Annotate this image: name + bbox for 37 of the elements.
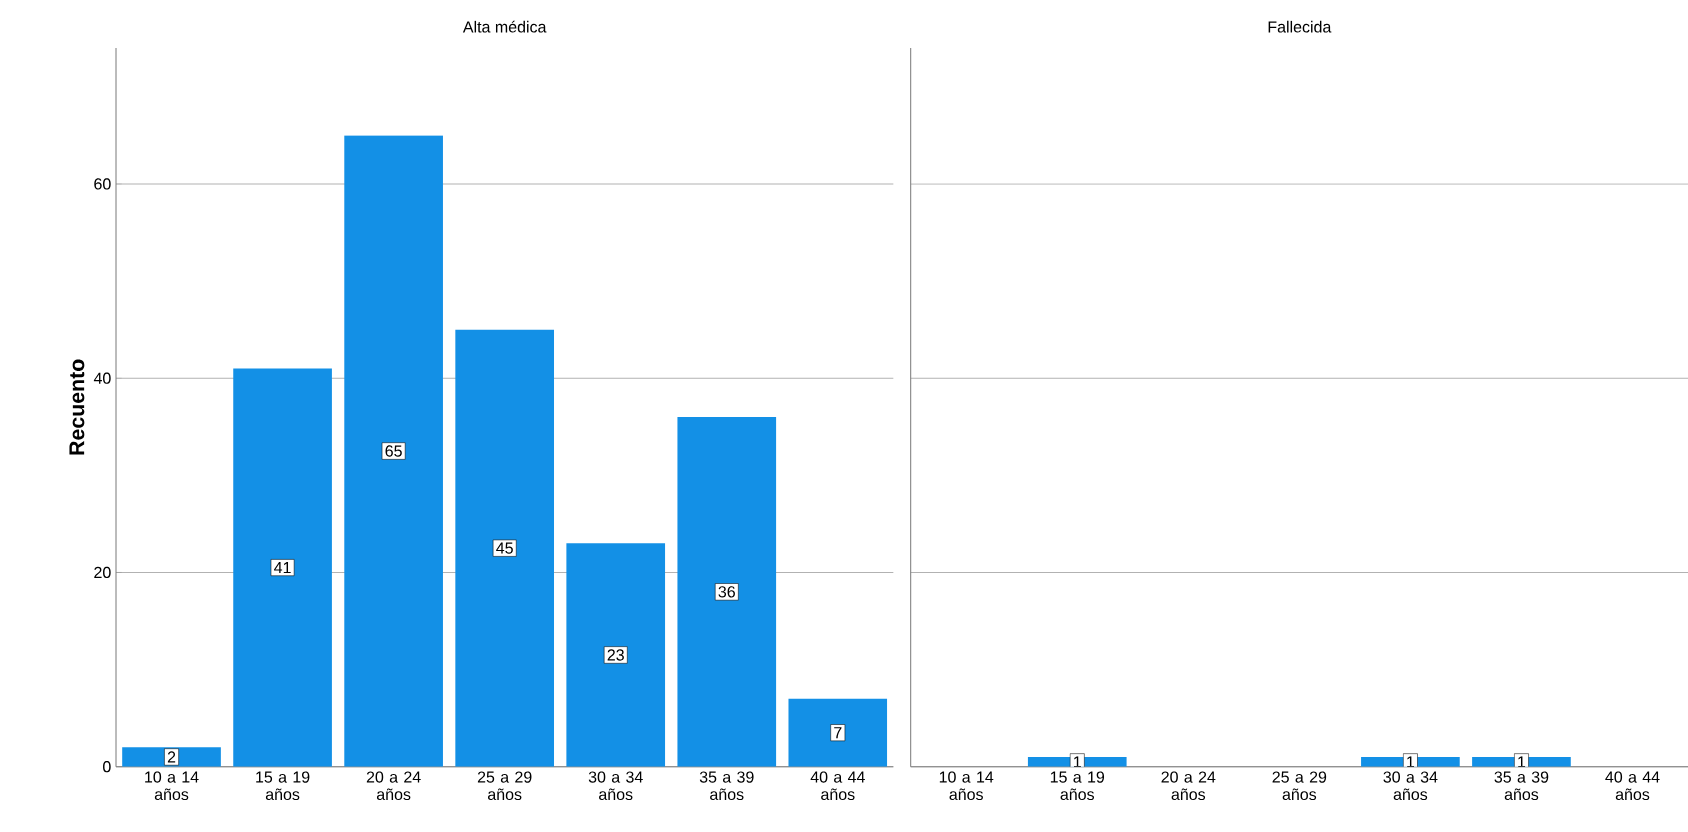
x-tick-label: 15 a 19 años	[1050, 771, 1105, 801]
bar	[677, 417, 777, 767]
y-tick-label: 40	[93, 372, 111, 384]
data-label: 1	[1518, 756, 1526, 768]
y-axis-title: Recuento	[69, 359, 85, 455]
x-tick-label: 15 a 19 años	[256, 771, 310, 801]
bar	[566, 543, 666, 767]
y-tick-label: 0	[103, 761, 111, 773]
data-label: 2	[167, 751, 176, 763]
bar	[344, 135, 443, 767]
x-tick-label: 10 a 14 años	[145, 771, 199, 801]
x-tick-label: 30 a 34 años	[588, 771, 643, 801]
x-tick-label: 10 a 14 años	[939, 771, 994, 801]
bar	[233, 368, 332, 767]
x-tick-label: 40 a 44 años	[1605, 771, 1660, 801]
x-tick-label: 35 a 39 años	[699, 771, 754, 801]
x-tick-label: 30 a 34 años	[1383, 771, 1438, 801]
bar	[455, 329, 555, 767]
data-label: 1	[1407, 756, 1415, 768]
x-tick-label: 40 a 44 años	[810, 771, 865, 801]
data-label: 1	[1074, 756, 1081, 768]
data-label: 41	[274, 562, 291, 574]
x-tick-label: 25 a 29 años	[477, 771, 532, 801]
chart-title: Alta médica	[462, 20, 547, 33]
data-label: 45	[496, 542, 513, 554]
y-tick-label: 20	[94, 566, 111, 579]
x-tick-label: 20 a 24 años	[1161, 771, 1216, 801]
x-tick-label: 35 a 39 años	[1494, 771, 1549, 801]
data-label: 65	[385, 445, 402, 457]
data-label: 7	[834, 727, 842, 739]
x-tick-label: 25 a 29 años	[1272, 771, 1327, 801]
data-label: 23	[607, 649, 624, 661]
chart-title: Fallecida	[1268, 20, 1332, 33]
x-tick-label: 20 a 24 años	[366, 771, 421, 801]
y-tick-label: 60	[94, 178, 111, 190]
data-label: 36	[718, 586, 735, 598]
bar	[788, 698, 888, 767]
